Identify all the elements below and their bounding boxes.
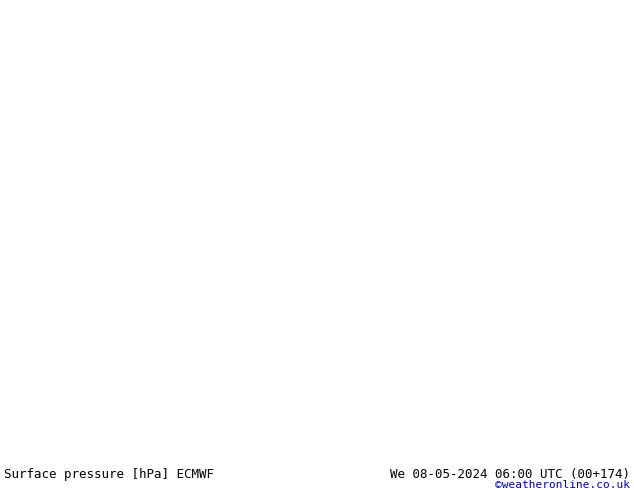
Text: ©weatheronline.co.uk: ©weatheronline.co.uk (495, 480, 630, 490)
Text: We 08-05-2024 06:00 UTC (00+174): We 08-05-2024 06:00 UTC (00+174) (390, 468, 630, 481)
Text: Surface pressure [hPa] ECMWF: Surface pressure [hPa] ECMWF (4, 468, 214, 481)
